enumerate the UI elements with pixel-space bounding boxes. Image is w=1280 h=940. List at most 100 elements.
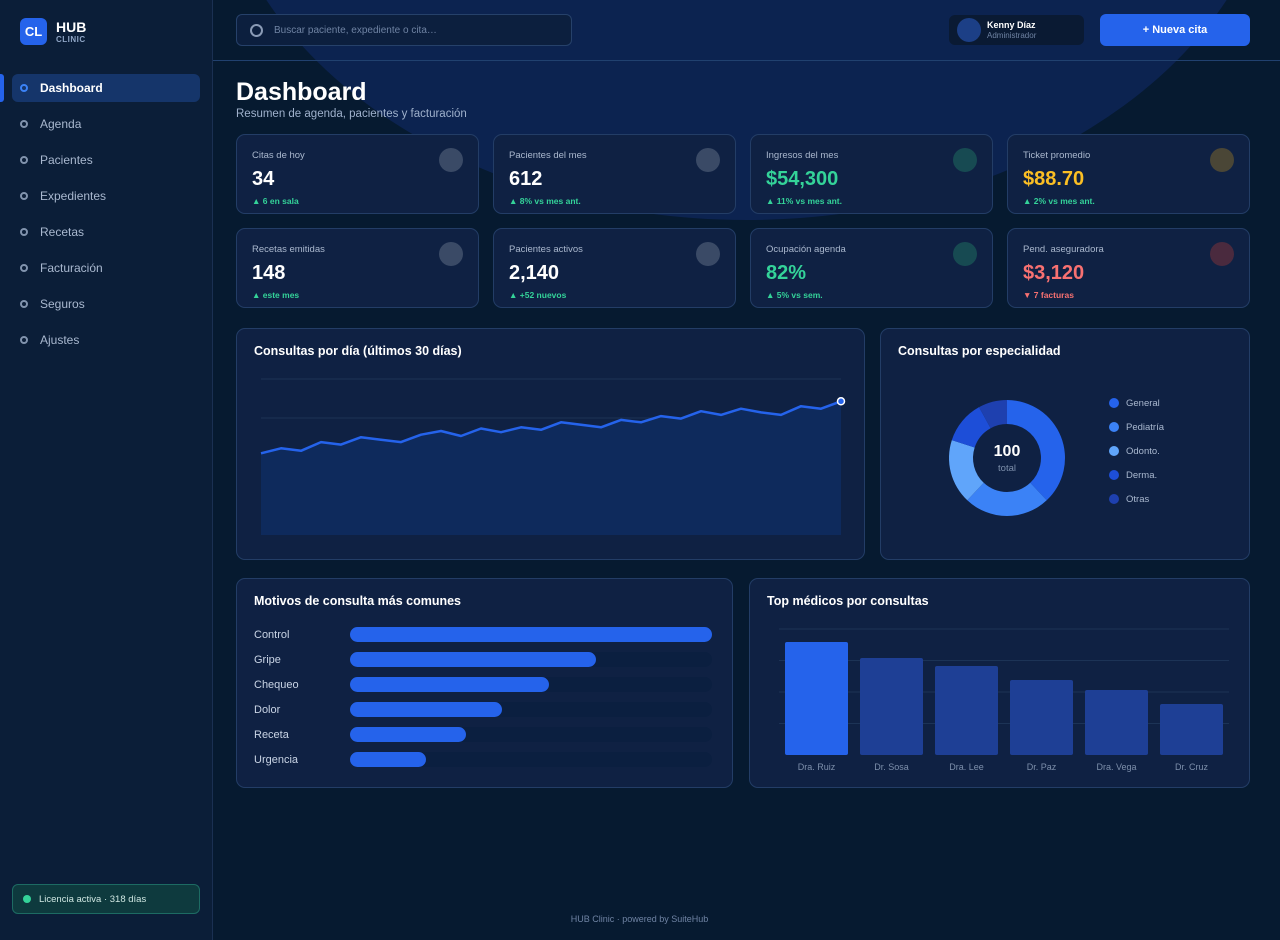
kpi-card-recetas-emitidas[interactable]: Recetas emitidas 148 ▲ este mes — [236, 228, 479, 308]
doctor-bar[interactable] — [1085, 690, 1148, 755]
search-icon — [250, 23, 263, 37]
reasons-chart-title: Motivos de consulta más comunes — [254, 594, 461, 608]
doctor-bar[interactable] — [1160, 704, 1223, 755]
doctor-bar[interactable] — [935, 666, 998, 755]
sidebar-item-pacientes[interactable]: Pacientes — [12, 146, 200, 174]
sidebar-item-agenda[interactable]: Agenda — [12, 110, 200, 138]
legend-swatch — [1109, 446, 1119, 456]
kpi-delta: ▲ +52 nuevos — [509, 290, 567, 300]
sidebar-item-expedientes[interactable]: Expedientes — [12, 182, 200, 210]
sidebar-nav: Dashboard Agenda Pacientes Expedientes R… — [12, 74, 200, 362]
sidebar-item-facturacion[interactable]: Facturación — [12, 254, 200, 282]
kpi-card-ingresos-mes[interactable]: Ingresos del mes $54,300 ▲ 11% vs mes an… — [750, 134, 993, 214]
donut-slice[interactable] — [949, 440, 984, 501]
search-input[interactable]: Buscar paciente, expediente o cita… — [236, 14, 572, 46]
sidebar-item-label: Dashboard — [40, 81, 103, 95]
avatar — [957, 18, 981, 42]
kpi-value: 612 — [509, 168, 543, 190]
sidebar-item-label: Pacientes — [40, 153, 93, 167]
doctor-label: Dr. Sosa — [874, 762, 909, 772]
reason-bar-track — [350, 677, 712, 692]
reason-label: Control — [254, 628, 290, 641]
doctor-bar[interactable] — [785, 642, 848, 755]
new-appointment-button[interactable]: + Nueva cita — [1100, 14, 1250, 46]
kpi-delta: ▼ 7 facturas — [1023, 290, 1074, 300]
reasons-chart-card: Motivos de consulta más comunes Control … — [236, 578, 733, 788]
user-menu[interactable]: Kenny Díaz Administrador — [949, 15, 1084, 45]
kpi-icon — [439, 242, 463, 266]
circle-icon — [20, 336, 28, 344]
brand-name: HUB — [56, 18, 87, 35]
doctor-label: Dra. Vega — [1096, 762, 1136, 772]
kpi-icon — [696, 242, 720, 266]
circle-icon — [20, 84, 28, 92]
line-chart-title: Consultas por día (últimos 30 días) — [254, 344, 462, 358]
reason-bar — [350, 627, 712, 642]
kpi-label: Pacientes activos — [509, 244, 583, 255]
legend-item[interactable]: Odonto. — [1109, 439, 1164, 463]
reason-bar — [350, 727, 466, 742]
kpi-card-pacientes-activos[interactable]: Pacientes activos 2,140 ▲ +52 nuevos — [493, 228, 736, 308]
user-name: Kenny Díaz — [987, 19, 1036, 30]
doctor-bar[interactable] — [860, 658, 923, 755]
legend-item[interactable]: Otras — [1109, 487, 1164, 511]
donut-chart: 100 total — [949, 400, 1065, 516]
license-text: Licencia activa · 318 días — [39, 893, 147, 905]
legend-item[interactable]: Derma. — [1109, 463, 1164, 487]
legend-label: Derma. — [1126, 469, 1158, 481]
topbar: Buscar paciente, expediente o cita… Kenn… — [213, 0, 1280, 61]
donut-center-label: total — [998, 463, 1016, 474]
reason-label: Dolor — [254, 703, 281, 716]
kpi-card-pend-aseguradora[interactable]: Pend. aseguradora $3,120 ▼ 7 facturas — [1007, 228, 1250, 308]
kpi-card-ocupacion-agenda[interactable]: Ocupación agenda 82% ▲ 5% vs sem. — [750, 228, 993, 308]
kpi-value: $54,300 — [766, 168, 839, 190]
sidebar-item-label: Ajustes — [40, 333, 80, 347]
sidebar-item-recetas[interactable]: Recetas — [12, 218, 200, 246]
circle-icon — [20, 264, 28, 272]
legend-swatch — [1109, 398, 1119, 408]
kpi-label: Pacientes del mes — [509, 150, 587, 161]
sidebar-item-seguros[interactable]: Seguros — [12, 290, 200, 318]
doctor-label: Dr. Cruz — [1175, 762, 1209, 772]
donut-slice[interactable] — [967, 482, 1047, 516]
donut-slice[interactable] — [979, 400, 1007, 429]
reason-bar-row: Dolor — [254, 697, 712, 722]
reason-bar-row: Chequeo — [254, 672, 712, 697]
kpi-delta: ▲ 8% vs mes ant. — [509, 196, 581, 206]
donut-slice[interactable] — [951, 407, 991, 448]
kpi-card-ticket-promedio[interactable]: Ticket promedio $88.70 ▲ 2% vs mes ant. — [1007, 134, 1250, 214]
kpi-icon — [439, 148, 463, 172]
reason-bar — [350, 702, 503, 717]
legend-swatch — [1109, 470, 1119, 480]
doctors-chart-card: Top médicos por consultas Dra. Ruiz Dr. S… — [749, 578, 1250, 788]
doctor-bar[interactable] — [1010, 680, 1073, 755]
reason-label: Receta — [254, 728, 289, 741]
circle-icon — [20, 192, 28, 200]
sidebar-item-ajustes[interactable]: Ajustes — [12, 326, 200, 354]
reason-bar-row: Gripe — [254, 647, 712, 672]
kpi-card-citas-hoy[interactable]: Citas de hoy 34 ▲ 6 en sala — [236, 134, 479, 214]
sidebar: CL HUB CLINIC Dashboard Agenda Pacientes… — [0, 0, 213, 940]
donut-slice[interactable] — [1007, 400, 1065, 501]
legend-item[interactable]: Pediatría — [1109, 415, 1164, 439]
reason-bar-track — [350, 652, 712, 667]
status-dot-icon — [23, 895, 31, 903]
page-subtitle: Resumen de agenda, pacientes y facturaci… — [236, 108, 467, 120]
brand[interactable]: CL HUB CLINIC — [20, 18, 86, 45]
sidebar-item-label: Recetas — [40, 225, 85, 239]
kpi-value: 34 — [252, 168, 275, 190]
kpi-card-pacientes-mes[interactable]: Pacientes del mes 612 ▲ 8% vs mes ant. — [493, 134, 736, 214]
sidebar-item-dashboard[interactable]: Dashboard — [12, 74, 200, 102]
reason-label: Urgencia — [254, 753, 299, 766]
sidebar-item-label: Expedientes — [40, 189, 107, 203]
reason-bar-row: Control — [254, 622, 712, 647]
legend-label: Otras — [1126, 493, 1150, 505]
kpi-label: Recetas emitidas — [252, 244, 325, 255]
kpi-icon — [1210, 242, 1234, 266]
kpi-icon — [953, 242, 977, 266]
doctors-bar-chart: Dra. Ruiz Dr. Sosa Dra. Lee Dr. Paz Dra. Veg… — [779, 628, 1229, 772]
donut-legend: General Pediatría Odonto. Derma. Otras — [1109, 391, 1164, 511]
reason-bar — [350, 752, 427, 767]
kpi-icon — [1210, 148, 1234, 172]
legend-item[interactable]: General — [1109, 391, 1164, 415]
